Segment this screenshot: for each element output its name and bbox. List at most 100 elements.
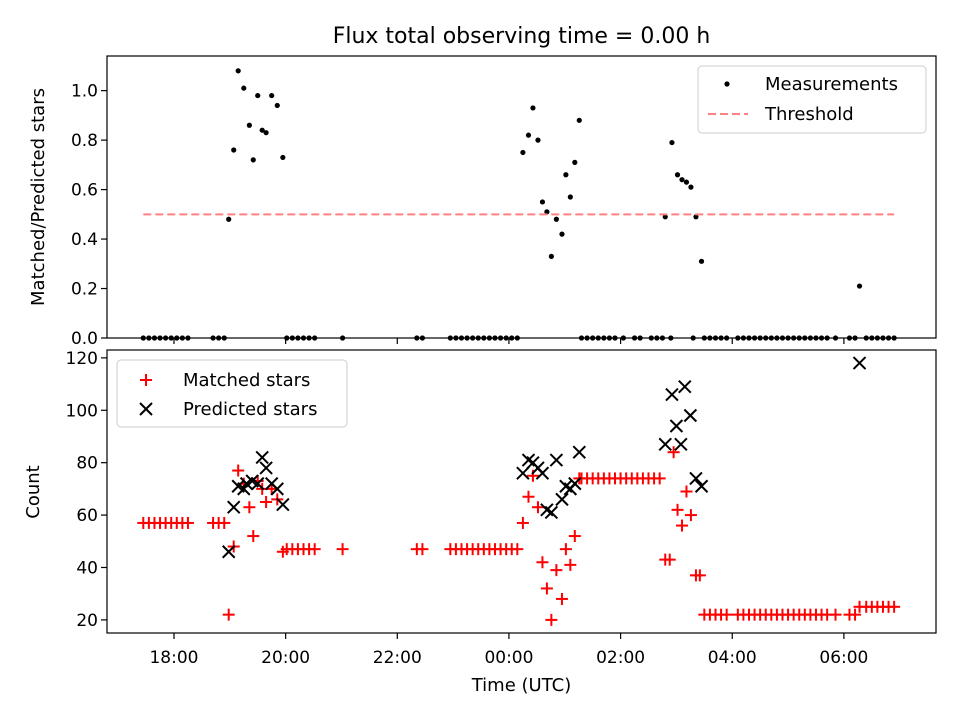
predicted-point xyxy=(516,466,530,480)
legend-matched-marker xyxy=(140,374,152,386)
predicted-point xyxy=(683,408,698,423)
measurement-point xyxy=(662,214,668,220)
x-tick-label: 04:00 xyxy=(708,648,757,668)
measurement-point xyxy=(250,157,256,163)
legend-predicted-label: Predicted stars xyxy=(183,399,317,420)
measurement-point xyxy=(525,132,532,138)
matched-point xyxy=(218,516,231,529)
measurement-point xyxy=(263,130,269,136)
predicted-point xyxy=(221,545,236,559)
matched-point xyxy=(540,582,553,595)
measurement-point xyxy=(520,149,526,156)
top-legend-frame xyxy=(697,65,927,134)
matched-point xyxy=(663,553,676,566)
measurement-point xyxy=(231,147,237,153)
matched-point xyxy=(545,613,558,626)
measurement-point xyxy=(674,172,681,178)
measurement-point xyxy=(535,137,541,143)
measurement-point xyxy=(280,154,286,161)
y-tick-label: 120 xyxy=(66,349,98,369)
x-tick-label: 18:00 xyxy=(149,648,198,668)
predicted-point xyxy=(549,453,564,467)
matched-point xyxy=(550,564,563,577)
matched-point xyxy=(555,592,568,605)
matched-point xyxy=(243,501,256,514)
matched-point xyxy=(181,516,194,529)
measurement-point xyxy=(688,184,694,190)
y-tick-label: 0.0 xyxy=(71,329,98,349)
matched-point xyxy=(564,558,577,571)
x-tick-label: 22:00 xyxy=(373,648,422,668)
measurement-point xyxy=(698,258,705,264)
y-tick-label: 0.6 xyxy=(71,181,98,201)
matched-point xyxy=(667,446,680,459)
y-tick-label: 40 xyxy=(76,558,98,578)
bottom-legend: Matched stars Predicted stars xyxy=(116,359,348,428)
predicted-point xyxy=(658,437,672,452)
matched-point xyxy=(260,495,273,508)
matched-point xyxy=(671,503,684,516)
matched-point xyxy=(247,530,260,543)
predicted-point xyxy=(674,437,688,452)
measurement-point xyxy=(693,214,699,220)
predicted-point xyxy=(270,482,284,496)
measurement-point xyxy=(669,139,675,146)
matched-point xyxy=(559,543,572,556)
bottom-data-marks xyxy=(137,356,901,626)
predicted-point xyxy=(852,356,867,370)
measurement-point xyxy=(572,159,578,165)
matched-point xyxy=(522,490,535,503)
top-axes-frame xyxy=(106,55,937,339)
x-tick-label: 20:00 xyxy=(261,648,310,668)
matched-point xyxy=(416,543,429,556)
predicted-point xyxy=(544,505,559,520)
matched-point xyxy=(684,509,697,522)
predicted-point xyxy=(255,450,269,465)
measurement-point xyxy=(567,194,573,200)
matched-point xyxy=(680,485,693,498)
y-tick-label: 100 xyxy=(66,401,98,421)
measurement-point xyxy=(559,231,565,237)
bottom-axis-ticks: 20 40 60 80 100 120 18:00 20:00 22:00 00:00 02:00 0… xyxy=(66,349,869,668)
y-tick-label: 0.8 xyxy=(71,131,98,151)
matched-point xyxy=(888,600,901,613)
predicted-point xyxy=(227,500,241,514)
y-tick-label: 60 xyxy=(76,506,98,526)
top-axis-ticks: 0.0 0.2 0.4 0.6 0.8 1.0 xyxy=(71,82,845,349)
predicted-point xyxy=(251,476,265,491)
measurement-point xyxy=(274,102,280,109)
y-tick-label: 0.4 xyxy=(71,230,98,250)
matched-point xyxy=(308,543,321,556)
predicted-point xyxy=(535,466,550,480)
x-tick-label: 00:00 xyxy=(484,648,533,668)
legend-threshold-label: Threshold xyxy=(764,104,854,125)
measurement-point xyxy=(856,283,863,289)
matched-point xyxy=(849,608,862,621)
predicted-point xyxy=(689,471,703,486)
count-panel: 20 40 60 80 100 120 18:00 20:00 22:00 00:00 02:00 0… xyxy=(23,349,937,668)
measurement-point xyxy=(563,172,569,178)
measurement-point xyxy=(226,216,232,222)
x-axis-label: Time (UTC) xyxy=(471,675,572,696)
measurement-point xyxy=(255,92,261,99)
matched-point xyxy=(336,543,349,556)
matched-point xyxy=(222,608,235,621)
predicted-point xyxy=(694,479,709,493)
measurement-point xyxy=(539,199,546,205)
matched-point xyxy=(675,519,688,532)
y-tick-label: 0.2 xyxy=(71,280,98,300)
measurement-point xyxy=(683,179,690,185)
measurement-point xyxy=(235,68,241,74)
matched-point xyxy=(531,501,544,514)
measurement-point xyxy=(679,177,685,183)
legend-predicted-marker xyxy=(139,402,153,416)
matched-point xyxy=(720,608,733,621)
predicted-point xyxy=(276,497,290,512)
measurement-point xyxy=(241,85,247,91)
x-tick-label: 06:00 xyxy=(819,648,868,668)
top-legend: Measurements Threshold xyxy=(697,65,927,134)
top-y-axis-label: Matched/Predicted stars xyxy=(28,88,49,306)
matched-point xyxy=(829,608,842,621)
predicted-point xyxy=(555,492,569,507)
